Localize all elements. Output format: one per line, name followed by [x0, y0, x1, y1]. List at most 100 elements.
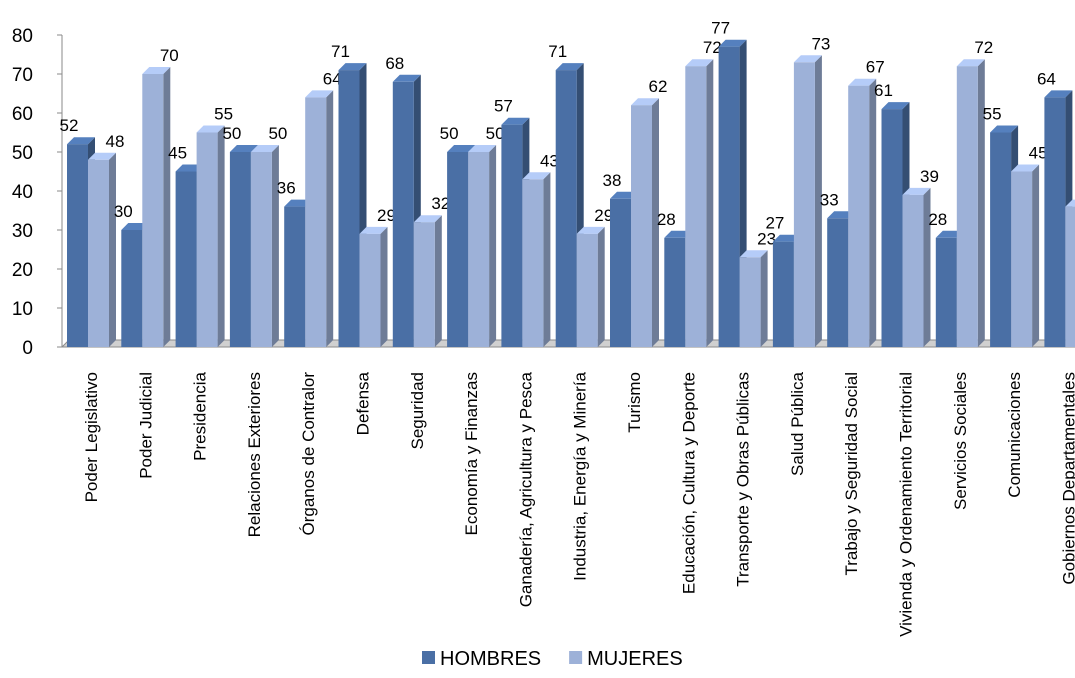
legend-swatch-mujeres	[569, 651, 583, 664]
data-label: 64	[1037, 69, 1056, 88]
bar-mujeres	[522, 179, 544, 347]
bar-mujeres	[902, 194, 924, 347]
data-label: 57	[494, 97, 513, 116]
data-label: 73	[811, 34, 830, 53]
category-label: Trabajo y Seguridad Social	[842, 372, 861, 576]
bar-side	[760, 250, 768, 347]
category-label: Vivienda y Ordenamiento Territorial	[897, 372, 916, 637]
bar-top	[555, 63, 584, 71]
bar-top	[1044, 90, 1073, 98]
bar-top	[305, 90, 334, 98]
bar-top	[196, 125, 225, 133]
category-label: Presidencia	[191, 371, 210, 460]
bar-side	[271, 145, 279, 347]
data-label: 32	[431, 194, 450, 213]
data-label: 50	[268, 124, 287, 143]
category-label: Transporte y Obras Públicas	[734, 372, 753, 587]
bar-top	[359, 226, 388, 234]
category-label: Ganadería, Agricultura y Pesca	[516, 371, 535, 607]
bar-hombres	[827, 218, 849, 347]
bar-mujeres	[793, 62, 815, 348]
bar-mujeres	[359, 233, 381, 347]
bar-side	[109, 152, 116, 347]
data-label: 38	[603, 171, 622, 190]
bar-hombres	[881, 109, 903, 347]
category-label: Seguridad	[408, 372, 427, 450]
data-label: 27	[765, 214, 784, 233]
bar-side	[1032, 164, 1040, 347]
data-label: 70	[160, 46, 179, 65]
data-label: 72	[703, 38, 722, 57]
bar-top	[447, 145, 476, 152]
data-label: 28	[657, 210, 676, 229]
bar-top	[793, 55, 822, 63]
bar-top	[392, 74, 421, 82]
bar-top	[501, 117, 530, 125]
y-tick-label: 0	[22, 338, 33, 359]
category-label: Turismo	[625, 372, 644, 433]
data-label: 45	[1029, 144, 1048, 163]
bar-top	[848, 78, 877, 86]
y-tick-label: 60	[12, 104, 33, 125]
data-label: 55	[983, 105, 1002, 124]
data-label: 55	[214, 105, 233, 124]
data-label: 62	[649, 77, 668, 96]
data-label: 43	[540, 151, 559, 170]
data-label: 77	[711, 19, 730, 38]
data-label: 48	[106, 132, 125, 151]
data-label: 72	[974, 38, 993, 57]
category-label: Educación, Cultura y Deporte	[679, 372, 698, 594]
data-label: 45	[168, 144, 187, 163]
bar-top	[739, 250, 768, 258]
bar-hombres	[610, 198, 631, 347]
bar-hombres	[229, 152, 251, 347]
bar-top	[468, 145, 497, 152]
bar-top	[881, 102, 910, 110]
bar-hombres	[501, 124, 523, 347]
data-label: 50	[440, 124, 459, 143]
bar-side	[326, 90, 334, 348]
bar-mujeres	[196, 132, 218, 347]
category-label: Comunicaciones	[1005, 372, 1024, 498]
bar-mujeres	[1065, 206, 1075, 347]
bar-hombres	[718, 46, 740, 347]
bar-top	[250, 145, 279, 152]
bar-mujeres	[250, 152, 272, 347]
bar-side	[706, 59, 714, 347]
bar-hombres	[67, 144, 88, 347]
bar-top	[956, 59, 985, 67]
data-label: 39	[920, 167, 939, 186]
category-label: Gobiernos Departamentales	[1059, 372, 1075, 585]
category-label: Servicios Sociales	[951, 372, 970, 510]
bar-hombres	[121, 230, 143, 347]
bar-top	[1065, 199, 1075, 207]
bar-top	[338, 63, 367, 71]
bar-side	[977, 59, 985, 347]
data-label: 23	[757, 229, 776, 248]
bar-top	[990, 125, 1019, 133]
bar-side	[434, 215, 442, 347]
bar-hombres	[664, 237, 686, 347]
bar-side	[489, 145, 497, 347]
bar-mujeres	[848, 85, 870, 347]
bar-mujeres	[142, 74, 164, 347]
legend-swatch-hombres	[422, 651, 435, 664]
bar-side	[869, 78, 877, 347]
y-tick-label: 70	[12, 65, 33, 86]
data-label: 67	[866, 58, 885, 77]
bar-top	[522, 172, 551, 180]
y-tick-label: 20	[12, 260, 33, 281]
data-label: 28	[928, 210, 947, 229]
data-label: 29	[594, 206, 613, 225]
bar-hombres	[284, 206, 306, 347]
data-label: 61	[874, 81, 893, 100]
bar-hombres	[392, 81, 414, 348]
bar-hombres	[555, 70, 577, 347]
bar-top	[718, 39, 747, 47]
legend-label-hombres: HOMBRES	[440, 648, 541, 670]
bar-hombres	[175, 171, 197, 347]
bar-mujeres	[685, 66, 707, 347]
data-label: 64	[323, 69, 342, 88]
